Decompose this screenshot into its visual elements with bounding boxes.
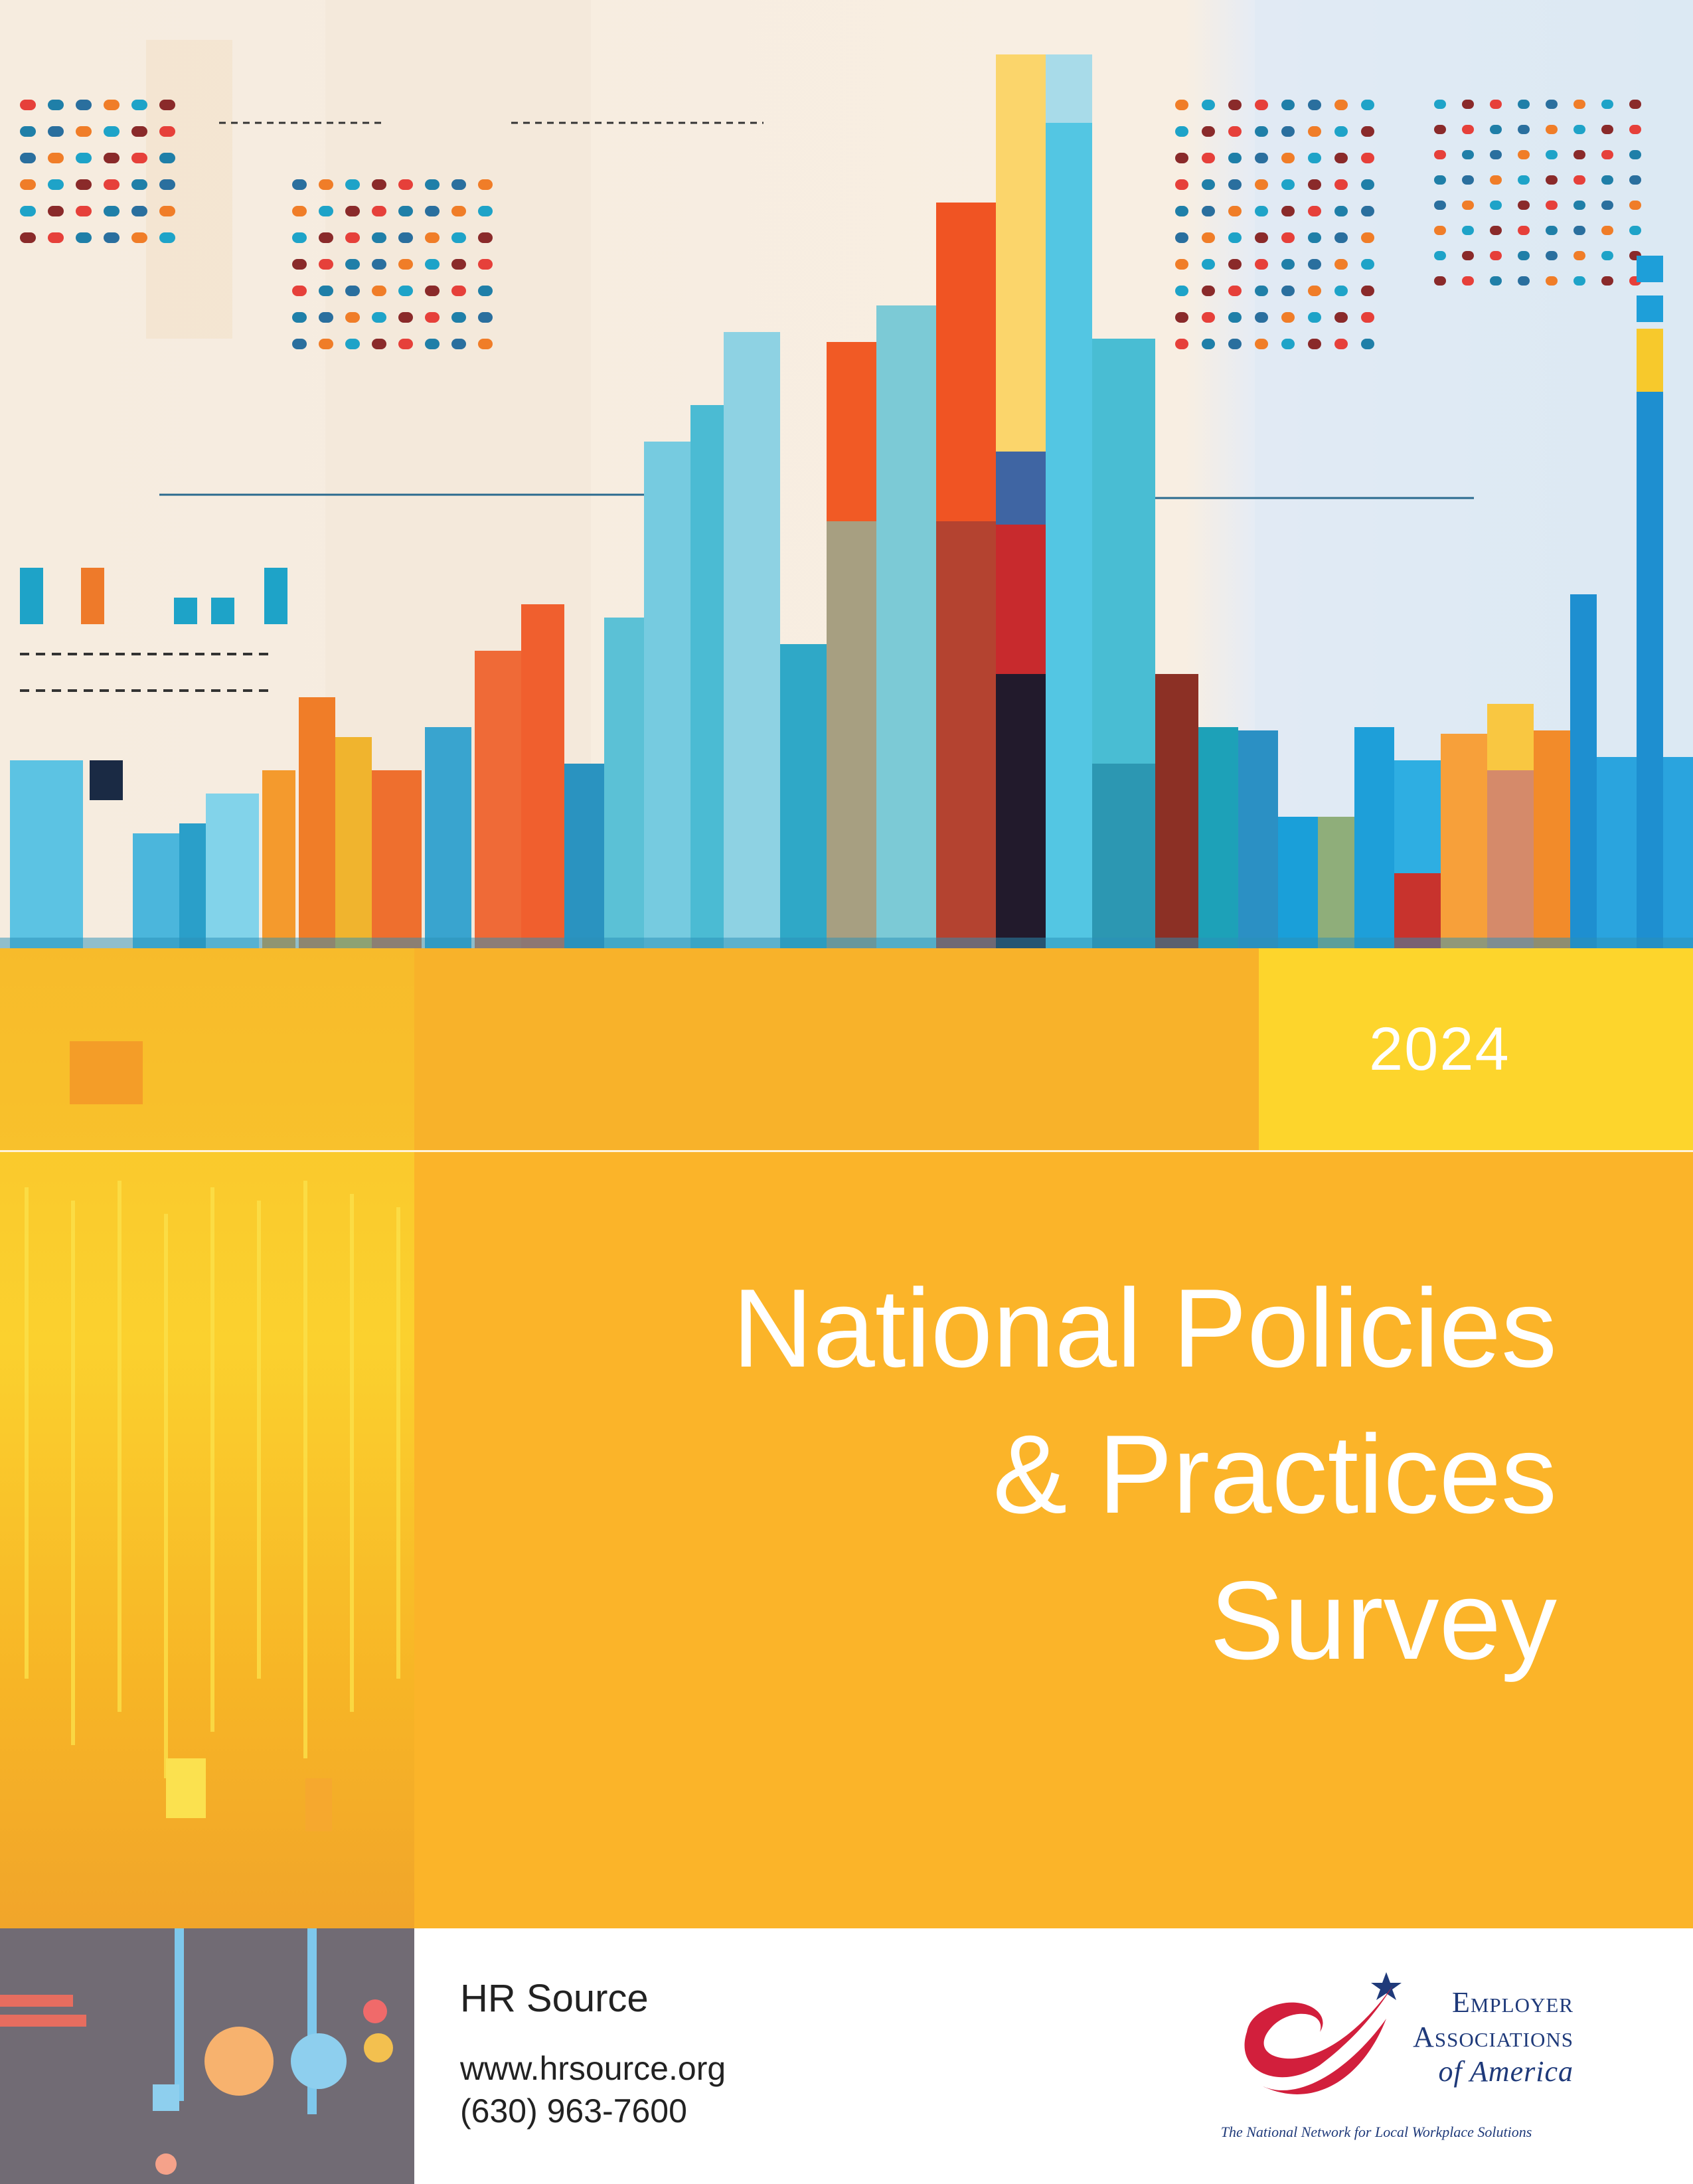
logo-line-2: Associations <box>1413 2021 1573 2053</box>
publisher-phone: (630) 963-7600 <box>460 2092 687 2130</box>
publisher-info: HR Source www.hrsource.org (630) 963-760… <box>460 1976 726 2132</box>
logo-tagline: The National Network for Local Workplace… <box>1220 2124 1532 2140</box>
divider-line <box>0 1150 1693 1152</box>
brush-texture-illustration <box>0 948 414 1831</box>
cover-title: National Policies & Practices Survey <box>561 1255 1557 1693</box>
left-texture-strip <box>0 948 414 1928</box>
cover-year: 2024 <box>1369 1015 1510 1083</box>
eaa-logo-swoosh-icon <box>1244 1972 1402 2094</box>
footer-circles-illustration <box>0 1928 393 2175</box>
year-block <box>1259 948 1693 1150</box>
footer-artwork <box>0 1928 414 2184</box>
publisher-name: HR Source <box>460 1977 649 2020</box>
logo-line-1: Employer <box>1451 1986 1573 2019</box>
logo-line-3: of America <box>1438 2055 1573 2088</box>
publisher-website[interactable]: www.hrsource.org <box>460 2050 726 2087</box>
abstract-bar-chart-illustration <box>0 0 1693 948</box>
eaa-logo-text: Employer Associations of America <box>1401 1985 1573 2089</box>
title-line-1: National Policies <box>732 1266 1557 1390</box>
title-line-2: & Practices <box>993 1412 1557 1537</box>
hero-artwork <box>0 0 1693 948</box>
title-line-3: Survey <box>1210 1558 1557 1683</box>
